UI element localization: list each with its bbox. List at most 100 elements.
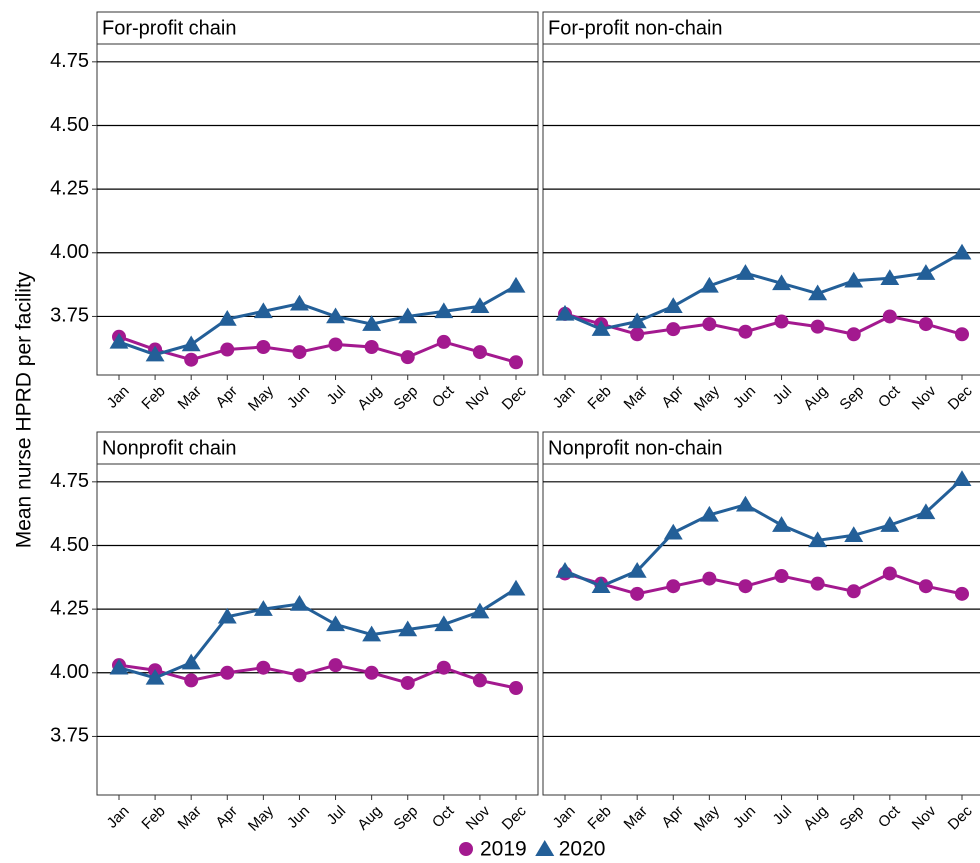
x-tick-label: Jan [550, 803, 579, 832]
marker-triangle [398, 307, 418, 324]
marker-circle [328, 337, 343, 352]
panel: For-profit chain 3.75 4.00 4.25 4.50 4.75 Jan F… [50, 11, 539, 415]
legend-marker [535, 840, 555, 856]
panel-strip [542, 431, 980, 465]
y-tick-label: 4.75 [50, 50, 89, 72]
x-tick-label: Mar [175, 803, 205, 833]
x-tick-label: Jun [730, 803, 759, 832]
x-tick-label: Jul [324, 383, 350, 409]
marker-circle [472, 673, 487, 688]
marker-triangle [916, 503, 936, 520]
marker-triangle [326, 307, 345, 324]
x-tick-label: Mar [621, 803, 651, 833]
marker-circle [184, 673, 199, 688]
panel-strip [542, 11, 980, 45]
marker-circle [436, 660, 451, 675]
x-tick-label: Dec [945, 802, 976, 833]
marker-circle [509, 681, 523, 696]
y-tick-label: 3.75 [50, 725, 89, 747]
legend-label: 2020 [559, 838, 606, 861]
panel-strip [96, 431, 539, 465]
legend-label: 2019 [480, 838, 527, 861]
x-tick-label: Oct [429, 382, 458, 411]
marker-triangle [699, 505, 719, 522]
marker-triangle [362, 625, 382, 642]
panel-strip [96, 11, 539, 45]
marker-triangle [627, 312, 647, 329]
x-tick-label: Jul [770, 803, 796, 829]
x-tick-label: Nov [463, 382, 494, 413]
marker-triangle [952, 243, 972, 260]
x-tick-label: Apr [212, 803, 241, 832]
marker-triangle [253, 600, 273, 616]
x-tick-label: Aug [800, 383, 831, 414]
marker-circle [630, 586, 645, 601]
y-tick-label: 4.75 [50, 470, 89, 492]
y-axis-label: Mean nurse HPRD per facility [13, 271, 36, 548]
marker-triangle [109, 332, 129, 349]
marker-circle [630, 327, 645, 342]
marker-circle [918, 579, 933, 594]
marker-triangle [772, 516, 791, 532]
x-tick-label: May [245, 802, 277, 834]
x-tick-label: Sep [390, 803, 421, 834]
x-tick-label: Oct [875, 802, 904, 831]
marker-triangle [109, 658, 129, 675]
marker-circle [328, 658, 343, 673]
panel-title: For-profit non-chain [548, 17, 723, 39]
marker-circle [774, 314, 789, 329]
marker-triangle [880, 516, 900, 532]
marker-circle [256, 339, 271, 354]
marker-circle [472, 345, 487, 360]
x-tick-label: May [691, 382, 723, 414]
x-tick-label: Mar [621, 383, 651, 413]
x-tick-label: Sep [390, 383, 421, 414]
x-tick-label: Aug [354, 383, 385, 414]
x-tick-label: Sep [836, 383, 867, 414]
marker-triangle [663, 523, 683, 540]
x-tick-label: May [691, 802, 723, 834]
marker-circle [774, 569, 789, 584]
marker-circle [364, 665, 379, 680]
marker-circle [400, 675, 415, 690]
marker-triangle [627, 561, 647, 578]
legend-marker [459, 842, 473, 856]
marker-triangle [145, 668, 165, 685]
marker-triangle [736, 264, 755, 280]
marker-circle [810, 319, 825, 334]
marker-circle [918, 317, 933, 332]
panel-title: Nonprofit non-chain [548, 437, 723, 459]
marker-triangle [699, 276, 719, 293]
marker-circle [666, 322, 681, 337]
x-tick-label: Dec [945, 382, 976, 413]
marker-triangle [253, 302, 273, 319]
panel-title: For-profit chain [102, 17, 237, 39]
panel-frame [96, 463, 539, 796]
x-tick-label: Feb [584, 803, 614, 833]
marker-triangle [470, 602, 490, 619]
marker-triangle [591, 320, 611, 336]
marker-triangle [506, 276, 526, 293]
marker-triangle [217, 309, 237, 326]
marker-triangle [772, 274, 791, 291]
y-tick-label: 4.50 [50, 114, 89, 136]
x-tick-label: Nov [463, 802, 494, 833]
marker-triangle [434, 302, 454, 319]
marker-circle [846, 327, 861, 342]
marker-circle [220, 342, 235, 357]
x-tick-label: Jun [284, 803, 313, 832]
marker-circle [220, 665, 235, 680]
marker-circle [364, 339, 379, 354]
marker-circle [702, 317, 717, 332]
marker-triangle [916, 264, 936, 280]
marker-circle [810, 576, 825, 591]
marker-circle [738, 324, 753, 339]
marker-circle [882, 309, 897, 324]
marker-triangle [880, 269, 900, 285]
x-tick-label: Jan [550, 383, 579, 412]
x-tick-label: Apr [658, 383, 687, 412]
y-tick-label: 4.25 [50, 597, 89, 619]
marker-triangle [555, 561, 575, 578]
x-tick-label: Jul [324, 803, 350, 829]
